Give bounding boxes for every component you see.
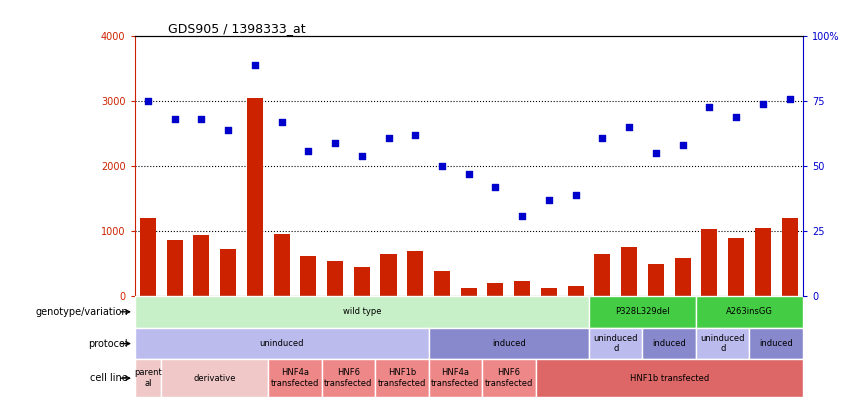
- Text: wild type: wild type: [343, 307, 381, 316]
- Text: HNF1b
transfected: HNF1b transfected: [378, 369, 426, 388]
- Point: [729, 114, 743, 120]
- Bar: [380, 254, 397, 296]
- Text: induced: induced: [492, 339, 526, 348]
- Bar: [536, 359, 803, 397]
- Bar: [327, 261, 343, 296]
- Point: [248, 62, 262, 68]
- Bar: [194, 235, 209, 296]
- Bar: [434, 271, 450, 296]
- Bar: [696, 328, 749, 359]
- Point: [168, 116, 181, 123]
- Text: protocol: protocol: [89, 339, 128, 349]
- Text: uninduced: uninduced: [260, 339, 304, 348]
- Bar: [589, 296, 696, 328]
- Point: [141, 98, 155, 104]
- Text: GDS905 / 1398333_at: GDS905 / 1398333_at: [168, 22, 306, 35]
- Point: [516, 212, 529, 219]
- Point: [274, 119, 288, 125]
- Point: [542, 197, 556, 203]
- Bar: [140, 218, 156, 296]
- Text: HNF4a
transfected: HNF4a transfected: [431, 369, 479, 388]
- Point: [221, 127, 235, 133]
- Bar: [595, 254, 610, 296]
- Point: [702, 103, 716, 110]
- Point: [569, 192, 582, 198]
- Text: HNF4a
transfected: HNF4a transfected: [271, 369, 319, 388]
- Text: HNF6
transfected: HNF6 transfected: [484, 369, 533, 388]
- Point: [595, 134, 609, 141]
- Bar: [568, 286, 583, 296]
- Bar: [161, 359, 268, 397]
- Bar: [135, 328, 429, 359]
- Point: [462, 171, 476, 177]
- Point: [435, 163, 449, 169]
- Point: [355, 153, 369, 159]
- Bar: [701, 229, 717, 296]
- Point: [756, 101, 770, 107]
- Text: genotype/variation: genotype/variation: [36, 307, 128, 317]
- Bar: [674, 258, 691, 296]
- Point: [408, 132, 422, 139]
- Point: [649, 150, 663, 156]
- Bar: [429, 359, 482, 397]
- Bar: [461, 288, 477, 296]
- Bar: [621, 247, 637, 296]
- Bar: [755, 228, 771, 296]
- Bar: [781, 218, 798, 296]
- Bar: [488, 283, 503, 296]
- Bar: [642, 328, 696, 359]
- Bar: [589, 328, 642, 359]
- Bar: [429, 328, 589, 359]
- Text: P328L329del: P328L329del: [615, 307, 670, 316]
- Text: A263insGG: A263insGG: [726, 307, 773, 316]
- Bar: [696, 296, 803, 328]
- Point: [328, 140, 342, 146]
- Bar: [375, 359, 429, 397]
- Bar: [482, 359, 536, 397]
- Text: derivative: derivative: [194, 374, 236, 383]
- Text: induced: induced: [760, 339, 793, 348]
- Text: HNF1b transfected: HNF1b transfected: [629, 374, 709, 383]
- Bar: [268, 359, 322, 397]
- Text: uninduced
d: uninduced d: [700, 334, 745, 353]
- Point: [675, 142, 689, 149]
- Text: parent
al: parent al: [134, 369, 161, 388]
- Bar: [247, 98, 263, 296]
- Bar: [220, 249, 236, 296]
- Bar: [300, 256, 316, 296]
- Bar: [541, 288, 557, 296]
- Bar: [407, 251, 424, 296]
- Point: [489, 184, 503, 190]
- Bar: [514, 281, 530, 296]
- Text: uninduced
d: uninduced d: [594, 334, 638, 353]
- Point: [194, 116, 208, 123]
- Point: [301, 147, 315, 154]
- Bar: [135, 359, 161, 397]
- Point: [622, 124, 636, 130]
- Bar: [322, 359, 375, 397]
- Text: induced: induced: [653, 339, 686, 348]
- Bar: [354, 267, 370, 296]
- Bar: [273, 234, 290, 296]
- Bar: [648, 264, 664, 296]
- Point: [783, 96, 797, 102]
- Bar: [749, 328, 803, 359]
- Bar: [728, 238, 744, 296]
- Point: [382, 134, 396, 141]
- Text: cell line: cell line: [90, 373, 128, 383]
- Text: HNF6
transfected: HNF6 transfected: [325, 369, 372, 388]
- Bar: [167, 240, 182, 296]
- Bar: [135, 296, 589, 328]
